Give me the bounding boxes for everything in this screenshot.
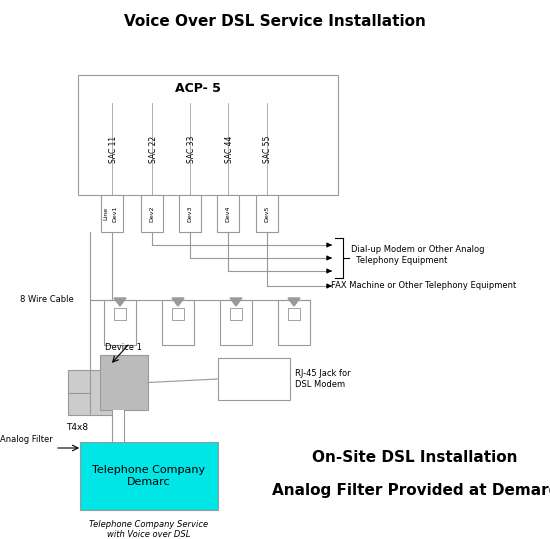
Bar	[278, 300, 310, 345]
Bar	[68, 370, 120, 415]
Bar	[230, 308, 242, 320]
Bar	[100, 355, 148, 410]
Bar	[101, 195, 123, 232]
Bar	[288, 308, 300, 320]
Text: Device 1: Device 1	[105, 343, 142, 352]
Text: FAX Machine or Other Telephony Equipment: FAX Machine or Other Telephony Equipment	[331, 281, 516, 291]
Bar	[220, 300, 252, 345]
Bar	[104, 300, 136, 345]
Text: 8 Wire Cable: 8 Wire Cable	[20, 295, 74, 305]
Bar	[256, 195, 278, 232]
Bar	[78, 75, 338, 195]
Text: Line: Line	[103, 207, 108, 220]
Text: Telephone Company
Demarc: Telephone Company Demarc	[92, 465, 206, 487]
Text: Dev3: Dev3	[188, 205, 192, 222]
Polygon shape	[172, 298, 184, 306]
Text: On-Site DSL Installation: On-Site DSL Installation	[312, 451, 518, 466]
Text: Telephone Company Service
with Voice over DSL: Telephone Company Service with Voice ove…	[90, 520, 208, 539]
Text: ACP- 5: ACP- 5	[175, 82, 221, 95]
Text: SAC 44: SAC 44	[224, 135, 234, 163]
Text: SAC 55: SAC 55	[263, 135, 272, 163]
Text: Dev2: Dev2	[150, 205, 155, 222]
Bar	[112, 410, 124, 442]
Text: Dev4: Dev4	[226, 205, 230, 222]
Bar	[172, 308, 184, 320]
Polygon shape	[230, 298, 242, 306]
Bar	[141, 195, 163, 232]
Bar	[218, 358, 290, 400]
Bar	[217, 195, 239, 232]
Polygon shape	[114, 298, 126, 306]
Text: Dev1: Dev1	[113, 205, 118, 222]
Text: Dev5: Dev5	[265, 205, 270, 222]
Bar	[179, 195, 201, 232]
Text: Analog Filter Provided at Demarc: Analog Filter Provided at Demarc	[272, 482, 550, 497]
Text: Voice Over DSL Service Installation: Voice Over DSL Service Installation	[124, 15, 426, 30]
Text: SAC 33: SAC 33	[186, 135, 195, 163]
Text: SAC 11: SAC 11	[108, 135, 118, 163]
Text: SAC 22: SAC 22	[148, 135, 157, 163]
Bar	[162, 300, 194, 345]
Text: RJ-45 Jack for
DSL Modem: RJ-45 Jack for DSL Modem	[295, 369, 351, 389]
Bar	[114, 308, 126, 320]
Bar	[80, 442, 218, 510]
Text: Analog Filter: Analog Filter	[0, 435, 53, 444]
Polygon shape	[288, 298, 300, 306]
Text: T4x8: T4x8	[66, 423, 88, 432]
Text: Dial-up Modem or Other Analog
  Telephony Equipment: Dial-up Modem or Other Analog Telephony …	[351, 245, 485, 265]
